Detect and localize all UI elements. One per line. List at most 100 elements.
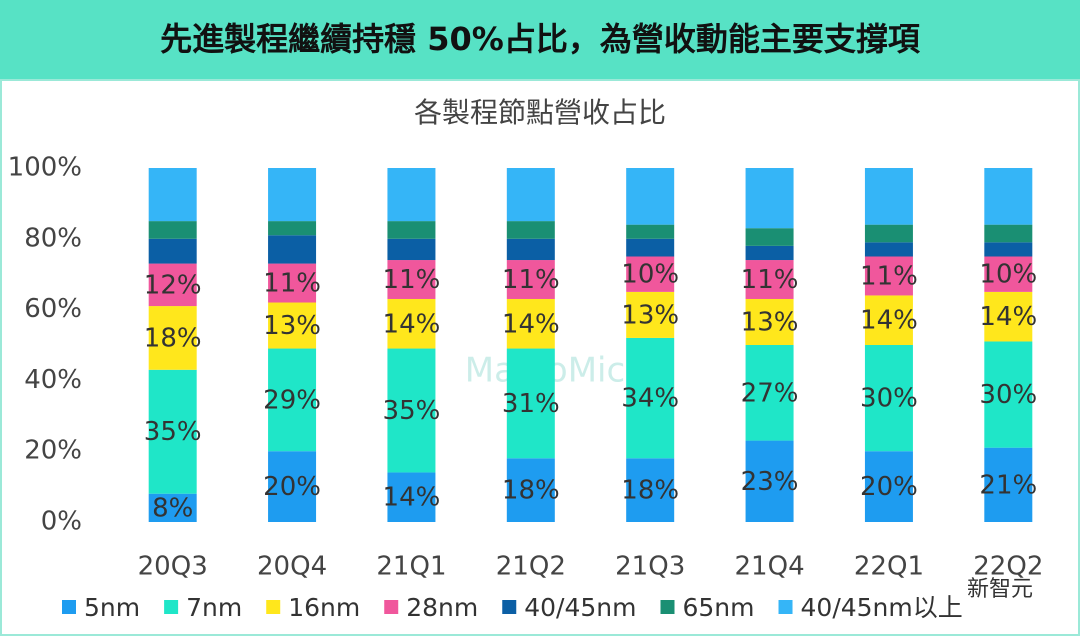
bar-segment bbox=[745, 260, 794, 299]
data-label: 20% bbox=[263, 472, 321, 502]
bar-segment bbox=[745, 168, 794, 229]
title-banner bbox=[0, 0, 1080, 80]
bar-segment bbox=[864, 168, 913, 225]
bar-segment bbox=[864, 224, 913, 243]
data-label: 10% bbox=[621, 260, 679, 290]
legend-swatch bbox=[384, 600, 399, 614]
bar-segment bbox=[984, 242, 1033, 257]
data-label: 14% bbox=[383, 309, 441, 339]
bar-segment bbox=[268, 263, 317, 303]
bar-segment bbox=[387, 168, 436, 222]
data-label: 29% bbox=[263, 385, 321, 415]
y-tick-label: 100% bbox=[8, 153, 82, 183]
legend-swatch bbox=[502, 600, 517, 614]
bar-segment bbox=[506, 238, 555, 261]
legend-label: 7nm bbox=[186, 593, 242, 622]
data-label: 14% bbox=[979, 302, 1037, 332]
bar-segment bbox=[864, 295, 913, 345]
bar-segment bbox=[148, 168, 197, 222]
data-label: 31% bbox=[502, 389, 560, 419]
x-tick-label: 21Q4 bbox=[735, 552, 805, 582]
x-tick-label: 20Q3 bbox=[138, 552, 208, 582]
data-label: 10% bbox=[979, 260, 1037, 290]
legend-swatch bbox=[164, 600, 179, 614]
data-label: 11% bbox=[741, 265, 799, 295]
data-label: 21% bbox=[979, 470, 1037, 500]
bar-segment bbox=[626, 337, 675, 459]
bar-segment bbox=[984, 341, 1033, 448]
bar-segment bbox=[268, 168, 317, 222]
bar-segment bbox=[864, 345, 913, 452]
bar-segment bbox=[984, 224, 1033, 243]
x-tick-label: 21Q1 bbox=[376, 552, 446, 582]
legend-swatch bbox=[62, 600, 76, 614]
bar-segment bbox=[148, 369, 197, 494]
y-tick-label: 80% bbox=[24, 223, 82, 253]
legend-swatch bbox=[778, 600, 793, 614]
x-tick-label: 20Q4 bbox=[257, 552, 327, 582]
bar-segment bbox=[268, 235, 317, 264]
y-tick-label: 20% bbox=[24, 436, 82, 466]
frame bbox=[0, 79, 1080, 636]
bar-segment bbox=[626, 238, 675, 257]
bar-segment bbox=[745, 345, 794, 441]
data-label: 35% bbox=[144, 417, 202, 447]
bar-segment bbox=[626, 256, 675, 292]
x-tick-label: 21Q2 bbox=[496, 552, 566, 582]
data-label: 11% bbox=[263, 269, 321, 299]
data-label: 12% bbox=[144, 270, 202, 300]
bar-segment bbox=[984, 168, 1033, 225]
bar-segment bbox=[506, 298, 555, 349]
data-label: 11% bbox=[383, 265, 441, 295]
bar-segment bbox=[984, 291, 1033, 342]
data-label: 20% bbox=[860, 472, 918, 502]
bar-segment bbox=[387, 221, 436, 239]
bar-segment bbox=[148, 221, 197, 239]
data-label: 14% bbox=[502, 309, 560, 339]
data-label: 14% bbox=[383, 483, 441, 513]
bar-segment bbox=[745, 440, 794, 522]
bar-segment bbox=[268, 451, 317, 522]
x-tick-label: 22Q1 bbox=[854, 552, 924, 582]
data-label: 18% bbox=[144, 323, 202, 353]
bar-segment bbox=[387, 298, 436, 349]
y-tick-label: 60% bbox=[24, 294, 82, 324]
bar-segment bbox=[626, 291, 675, 338]
bar-segment bbox=[387, 348, 436, 473]
bar-segment bbox=[387, 472, 436, 522]
y-tick-label: 40% bbox=[24, 365, 82, 395]
bar-segment bbox=[506, 168, 555, 222]
bar-segment bbox=[506, 458, 555, 522]
bar-segment bbox=[148, 493, 197, 522]
bar-segment bbox=[984, 447, 1033, 522]
bar-segment bbox=[387, 238, 436, 261]
data-label: 23% bbox=[741, 467, 799, 497]
watermark: 新智元 bbox=[967, 577, 1033, 602]
data-label: 13% bbox=[621, 300, 679, 330]
x-tick-label: 21Q3 bbox=[615, 552, 685, 582]
data-label: 18% bbox=[502, 476, 560, 506]
chart-subtitle: 各製程節點營收占比 bbox=[414, 96, 666, 129]
bar-segment bbox=[745, 298, 794, 345]
data-label: 13% bbox=[741, 307, 799, 337]
bar-segment bbox=[984, 256, 1033, 292]
data-label: 34% bbox=[621, 384, 679, 414]
data-label: 30% bbox=[979, 380, 1037, 410]
data-label: 11% bbox=[502, 265, 560, 295]
bar-segment bbox=[148, 306, 197, 370]
bar-segment bbox=[506, 260, 555, 299]
bar-segment bbox=[268, 348, 317, 452]
bar-segment bbox=[745, 228, 794, 246]
data-label: 27% bbox=[741, 378, 799, 408]
bar-segment bbox=[268, 221, 317, 236]
bar-segment bbox=[745, 245, 794, 261]
bar-segment bbox=[626, 224, 675, 239]
y-tick-label: 0% bbox=[41, 507, 82, 537]
bar-segment bbox=[506, 221, 555, 239]
bar-segment bbox=[864, 451, 913, 522]
bar-segment bbox=[506, 348, 555, 459]
legend-swatch bbox=[266, 600, 281, 614]
bar-segment bbox=[626, 168, 675, 225]
data-label: 13% bbox=[263, 311, 321, 341]
